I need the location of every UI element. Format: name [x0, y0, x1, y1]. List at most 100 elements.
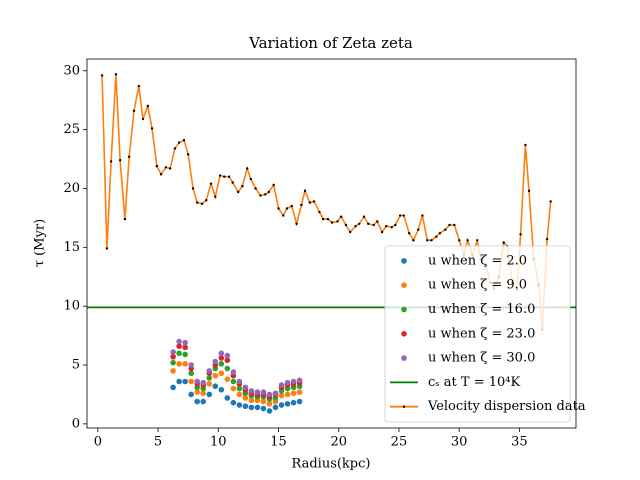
line-marker [249, 177, 253, 181]
scatter-point [176, 361, 182, 367]
line-marker [321, 217, 325, 221]
line-marker [502, 241, 505, 244]
scatter-point [296, 389, 303, 395]
line-marker [264, 193, 267, 196]
line-marker [394, 223, 397, 227]
line-marker [318, 210, 321, 214]
line-marker [272, 183, 275, 187]
line-marker [290, 204, 293, 208]
line-marker [466, 239, 469, 242]
scatter-point [290, 378, 297, 385]
scatter-point [254, 389, 261, 395]
line-marker [105, 247, 109, 250]
scatter-point [170, 384, 176, 391]
line-marker [159, 173, 163, 176]
line-marker [330, 221, 334, 224]
scatter-point [296, 377, 303, 384]
scatter-point [218, 355, 225, 361]
line-marker [336, 220, 339, 223]
line-marker [173, 147, 177, 150]
y-tick-label: 25 [63, 122, 80, 137]
scatter-point [218, 350, 225, 357]
scatter-point [188, 370, 194, 377]
scatter-point [212, 372, 219, 379]
x-tick-label: 0 [94, 435, 102, 450]
line-marker [177, 141, 181, 144]
line-marker [362, 215, 366, 218]
line-marker [398, 214, 402, 217]
line-marker [168, 167, 172, 170]
scatter-point [260, 398, 267, 405]
line-marker [205, 199, 208, 202]
line-marker [259, 194, 262, 197]
scatter-point [224, 376, 231, 382]
line-marker [348, 230, 352, 234]
x-axis-label: Radius(kpc) [292, 457, 371, 472]
line-marker [282, 214, 285, 217]
scatter-point [182, 378, 188, 385]
line-marker [295, 222, 298, 225]
line-marker [448, 223, 451, 227]
scatter-point [236, 385, 243, 392]
scatter-point [266, 408, 273, 414]
scatter-point [248, 388, 255, 394]
line-marker [100, 74, 104, 77]
scatter-point [200, 398, 207, 405]
scatter-point [224, 352, 231, 359]
scatter-point [242, 403, 249, 410]
scatter-point [224, 395, 231, 401]
y-axis-label: τ (Myr) [33, 219, 48, 267]
legend-label: u when ζ = 2.0 [428, 253, 527, 268]
scatter-point [176, 378, 182, 385]
line-marker [241, 184, 244, 188]
scatter-point [242, 395, 249, 401]
line-marker [254, 187, 257, 190]
line-marker [164, 166, 168, 169]
line-marker [407, 232, 411, 235]
scatter-point [188, 391, 194, 398]
line-marker [123, 217, 127, 221]
x-tick-label: 25 [391, 435, 408, 450]
scatter-point [170, 353, 176, 360]
scatter-point [272, 404, 279, 411]
line-marker [358, 222, 361, 225]
scatter-point [224, 365, 231, 372]
scatter-point [266, 391, 273, 398]
scatter-point [194, 398, 201, 405]
scatter-point [260, 405, 267, 412]
y-tick-label: 15 [63, 240, 80, 255]
line-marker [412, 239, 415, 242]
scatter-point [230, 369, 237, 375]
line-marker [367, 222, 370, 225]
scatter-point [218, 361, 225, 367]
scatter-point [242, 384, 249, 391]
line-marker [312, 200, 316, 203]
y-tick-label: 5 [72, 358, 80, 373]
line-marker [245, 167, 249, 170]
x-tick-label: 10 [210, 435, 227, 450]
line-marker [457, 239, 461, 242]
scatter-point [212, 358, 219, 365]
line-marker [191, 187, 195, 190]
line-marker [344, 223, 348, 227]
line-marker [527, 189, 531, 193]
scatter-point [248, 404, 255, 411]
scatter-point [236, 402, 243, 408]
line-marker [227, 175, 231, 178]
scatter-point [284, 391, 291, 398]
plot-frame [86, 58, 577, 429]
scatter-point [230, 385, 237, 392]
line-marker [186, 153, 190, 156]
x-tick-label: 5 [154, 435, 162, 450]
scatter-point [176, 343, 182, 349]
line-marker [438, 232, 442, 235]
scatter-point [290, 390, 297, 397]
legend-marker [401, 258, 407, 264]
scatter-point [278, 392, 285, 399]
scatter-point [260, 389, 267, 395]
scatter-point [236, 391, 243, 398]
line-marker [417, 228, 420, 231]
line-marker [118, 159, 122, 162]
line-marker [421, 214, 424, 217]
scatter-point [230, 378, 237, 385]
